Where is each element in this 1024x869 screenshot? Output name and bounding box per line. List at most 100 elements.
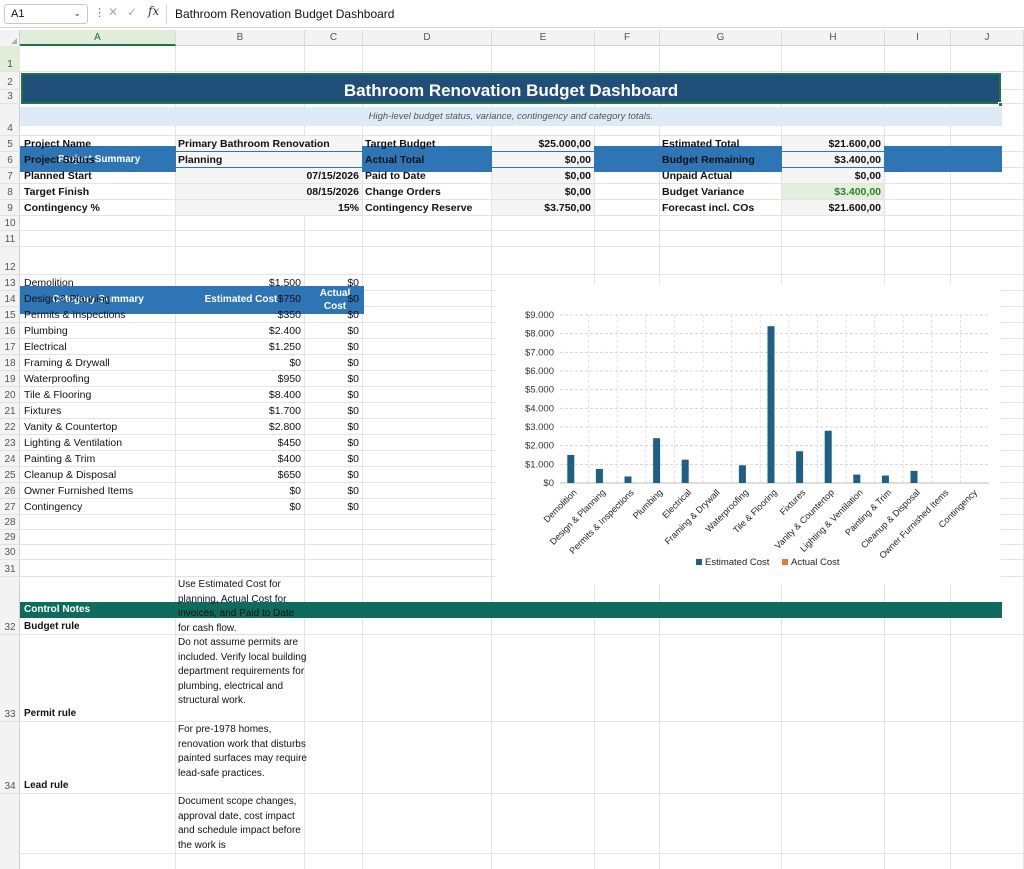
cancel-icon[interactable]: ✕ [108,5,119,19]
category-estimated-cost: $1.250 [268,341,301,353]
subtitle-cell[interactable]: High-level budget status, variance, cont… [20,107,1002,126]
row-header-16[interactable]: 16 [0,323,20,339]
project-value-cell[interactable] [176,200,362,215]
project-total-cell[interactable] [782,168,884,183]
project-field-label: Planned Start [24,170,92,182]
category-name: Fixtures [24,405,62,417]
row-header-4[interactable]: 4 [0,104,20,136]
total-field-value: $0,00 [854,170,881,182]
project-value-cell[interactable] [176,184,362,199]
row-header-17[interactable]: 17 [0,339,20,355]
project-value-cell[interactable] [176,168,362,183]
column-header-f[interactable]: F [595,30,660,46]
formula-input[interactable]: Bathroom Renovation Budget Dashboard [166,4,1020,24]
budget-field-value: $25.000,00 [538,138,591,150]
fill-handle[interactable] [998,102,1003,107]
project-total-cell[interactable] [782,152,884,167]
row-headers: 1 2 3 4 5 6 7 8 9 10 11 12 13 14 15 16 17 18 19 20 21 22 23 24 2… [0,46,20,869]
row-header-27[interactable]: 27 [0,499,20,515]
column-gridline [175,46,176,869]
category-name: Framing & Drywall [24,357,110,369]
row-header-9[interactable]: 9 [0,200,20,216]
row-header-7[interactable]: 7 [0,168,20,184]
category-name: Vanity & Countertop [24,421,118,433]
actual-col-header[interactable]: Actual [319,288,351,299]
actual-col-header-line2[interactable]: Cost [323,301,347,312]
project-value-cell[interactable] [176,152,362,167]
category-cost-chart[interactable]: $0 $1.000 $2.000 $3.000 $4.000 $5.000 $6.000 $7… [496,284,1001,584]
project-money-cell[interactable] [492,184,594,199]
category-estimated-cost: $400 [277,453,301,465]
row-header-12[interactable]: 12 [0,247,20,275]
row-header-3[interactable]: 3 [0,90,20,104]
insert-function-icon[interactable]: fx [148,4,160,18]
control-notes-header[interactable]: Control Notes [20,602,1002,618]
category-estimated-cost: $8.400 [268,389,301,401]
row-header-32[interactable]: 32 [0,577,20,635]
name-box[interactable]: A1 ⌄ [4,4,88,24]
row-header-5[interactable]: 5 [0,136,20,152]
row-header-21[interactable]: 21 [0,403,20,419]
project-total-cell[interactable] [782,200,884,215]
row-gridline [20,274,1024,275]
row-header-18[interactable]: 18 [0,355,20,371]
project-value-cell[interactable] [176,136,362,151]
row-header-31[interactable]: 31 [0,560,20,577]
project-total-cell[interactable] [782,136,884,151]
column-header-i[interactable]: I [885,30,951,46]
budget-variance-cell[interactable] [782,184,884,199]
estimated-cost-col-header[interactable]: Estimated Cost [204,294,278,305]
row-header-34[interactable]: 34 [0,722,20,794]
more-options-icon[interactable]: ⋮ [94,7,105,19]
budget-field-value: $0,00 [564,154,591,166]
category-col-header[interactable]: Category Summary [52,294,144,305]
title-cell[interactable]: Bathroom Renovation Budget Dashboard [21,73,1001,104]
row-header-11[interactable]: 11 [0,231,20,247]
row-header-25[interactable]: 25 [0,467,20,483]
row-header-13[interactable]: 13 [0,275,20,291]
category-name: Cleanup & Disposal [24,469,117,481]
row-header-19[interactable]: 19 [0,371,20,387]
row-header-26[interactable]: 26 [0,483,20,499]
project-field-value: Primary Bathroom Renovation [178,138,330,150]
column-header-g[interactable]: G [660,30,782,46]
row-header-20[interactable]: 20 [0,387,20,403]
total-field-value: $21.600,00 [828,138,881,150]
category-name: Plumbing [24,325,68,337]
project-money-cell[interactable] [492,168,594,183]
project-money-cell[interactable] [492,200,594,215]
column-header-c[interactable]: C [305,30,363,46]
column-header-b[interactable]: B [176,30,305,46]
row-header-1[interactable]: 1 [0,46,20,72]
name-box-value: A1 [11,8,25,20]
category-actual-cost: $0 [347,469,359,481]
select-all-corner[interactable] [0,30,20,46]
row-header-8[interactable]: 8 [0,184,20,200]
row-header-10[interactable]: 10 [0,216,20,231]
row-header-28[interactable]: 28 [0,515,20,530]
project-money-cell[interactable] [492,136,594,151]
row-header-14[interactable]: 14 [0,291,20,307]
column-header-a[interactable]: A [20,30,176,46]
row-header-6[interactable]: 6 [0,152,20,168]
column-header-e[interactable]: E [492,30,595,46]
row-header-15[interactable]: 15 [0,307,20,323]
category-actual-cost: $0 [347,309,359,321]
project-field-value: Planning [178,154,223,166]
row-header-30[interactable]: 30 [0,545,20,560]
row-header-29[interactable]: 29 [0,530,20,545]
enter-check-icon[interactable]: ✓ [127,5,138,19]
row-header-22[interactable]: 22 [0,419,20,435]
chevron-down-icon[interactable]: ⌄ [73,8,81,18]
column-header-j[interactable]: J [951,30,1024,46]
row-header-33[interactable]: 33 [0,635,20,722]
project-money-cell[interactable] [492,152,594,167]
column-header-d[interactable]: D [363,30,492,46]
row-header-23[interactable]: 23 [0,435,20,451]
row-header-2[interactable]: 2 [0,72,20,90]
row-header-24[interactable]: 24 [0,451,20,467]
column-header-h[interactable]: H [782,30,885,46]
column-gridline [362,46,363,869]
project-field-label: Project Status [24,154,95,166]
estimated-cost-bar [595,469,603,483]
